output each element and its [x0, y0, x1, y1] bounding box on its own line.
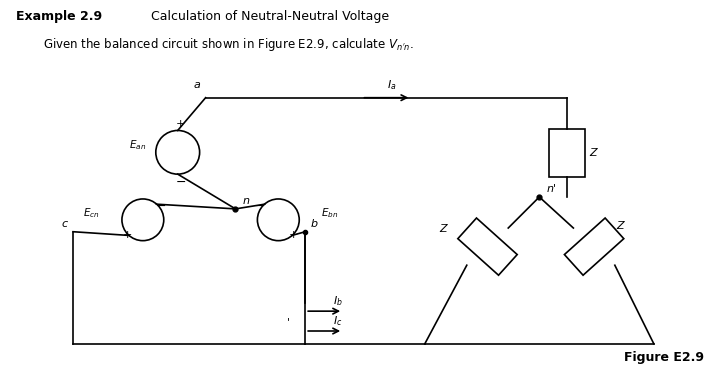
Text: +: + — [289, 230, 298, 240]
Text: $E_{cn}$: $E_{cn}$ — [83, 206, 100, 220]
Bar — [549, 130, 585, 177]
Text: $E_{an}$: $E_{an}$ — [129, 139, 146, 152]
Text: Z: Z — [616, 221, 624, 231]
Text: b: b — [310, 219, 318, 229]
Text: $E_{bn}$: $E_{bn}$ — [321, 206, 339, 220]
Text: $I_a$: $I_a$ — [386, 78, 396, 92]
Text: −: − — [175, 176, 186, 189]
Text: +: + — [123, 230, 133, 240]
Text: Figure E2.9: Figure E2.9 — [624, 351, 704, 364]
Text: −: − — [255, 200, 266, 213]
Text: Z: Z — [440, 224, 448, 234]
Text: −: − — [155, 200, 166, 213]
Text: a: a — [193, 80, 201, 90]
Text: Given the balanced circuit shown in Figure E2.9, calculate $V_{n'n}$.: Given the balanced circuit shown in Figu… — [43, 36, 414, 53]
Text: Calculation of Neutral-Neutral Voltage: Calculation of Neutral-Neutral Voltage — [143, 10, 389, 23]
Text: $I_c$: $I_c$ — [333, 314, 342, 328]
Text: n': n' — [547, 184, 556, 194]
Text: Example 2.9: Example 2.9 — [17, 10, 103, 23]
Text: +: + — [176, 120, 186, 130]
Text: n: n — [243, 196, 250, 206]
Text: c: c — [61, 219, 67, 229]
Text: ': ' — [287, 317, 290, 327]
Text: $I_b$: $I_b$ — [333, 294, 343, 308]
Text: Z: Z — [589, 148, 597, 158]
